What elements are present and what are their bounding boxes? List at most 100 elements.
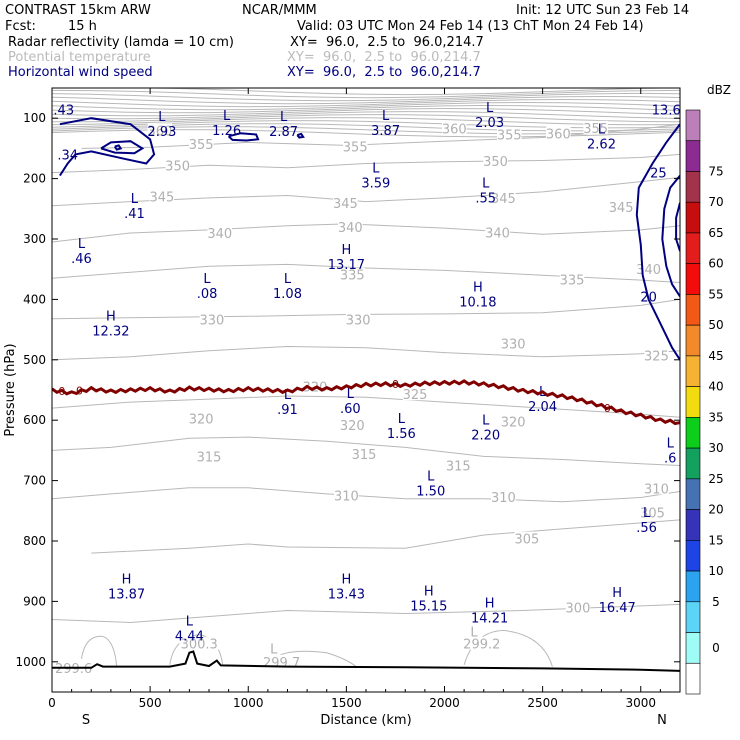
wind-contour <box>100 140 145 155</box>
axes-layer: 0 500 1000 1500 2000 2500 30001002003004005006… <box>3 87 681 728</box>
field-name-wind: Horizontal wind speed <box>8 65 153 80</box>
wind-extremum-kind: H <box>122 572 132 587</box>
theta-label-bg <box>188 411 214 425</box>
y-tick-label: 300 <box>23 232 46 246</box>
colorbar-level-label: 25 <box>708 472 723 486</box>
y-tick-label: 500 <box>23 353 46 367</box>
theta-label: 355 <box>189 138 214 153</box>
wind-contour-label: .43 <box>53 104 74 119</box>
theta-label: 315 <box>446 460 471 475</box>
theta-label: 330 <box>346 313 371 328</box>
theta-upper-line <box>52 92 680 102</box>
theta-label-bg <box>199 312 225 326</box>
theta-label-bg <box>147 123 173 137</box>
theta-label: 345 <box>491 192 516 207</box>
y-tick-label: 800 <box>23 534 46 548</box>
theta-label-bg <box>644 481 669 495</box>
wind-extremum-kind: H <box>485 596 495 611</box>
init-time: Init: 12 UTC Sun 23 Feb 14 <box>516 3 690 18</box>
y-tick-label: 900 <box>23 594 46 608</box>
colorbar-swatch <box>685 140 701 172</box>
wind-extremum-kind: L <box>203 272 211 287</box>
theta-label: 345 <box>333 197 358 212</box>
wind-extremum-value: .56 <box>636 521 657 536</box>
wind-extremum-value: 2.87 <box>269 125 298 140</box>
theta-label: 350 <box>165 159 190 174</box>
theta-label-bg <box>402 387 428 401</box>
wind-contour-label: 20 <box>640 290 657 305</box>
wind-extremum-value: .41 <box>124 207 145 222</box>
theta-label-bg <box>640 505 665 519</box>
theta-label-bg <box>608 199 634 213</box>
theta-label-bg <box>340 267 365 281</box>
wind-extremum-kind: L <box>482 413 490 428</box>
theta-label: 299.7 <box>263 656 300 671</box>
theta-contour-330 <box>52 298 680 320</box>
colorbar-level-label: 40 <box>708 380 723 394</box>
theta-upper-line <box>52 98 680 108</box>
theta-label-bg <box>583 120 608 134</box>
theta-label: 360 <box>442 122 467 137</box>
wind-extremum-kind: L <box>427 470 435 485</box>
terrain-layer <box>52 650 680 672</box>
field-xy-reflectivity: XY= 96.0, 2.5 to 96.0,214.7 <box>290 35 484 50</box>
wind-contour <box>635 123 680 361</box>
wind-extremum-kind: L <box>598 122 606 137</box>
theta-label: 360 <box>148 124 173 139</box>
theta-label-bg <box>207 225 233 239</box>
theta-label-bg <box>342 139 368 153</box>
wind-contour-label: 25 <box>650 167 667 182</box>
theta-contour-325 <box>52 345 680 361</box>
endpoint-left-label: S <box>82 713 90 728</box>
model-title: CONTRAST 15km ARW <box>5 3 151 18</box>
theta-contour-355 <box>81 123 680 149</box>
theta-contour-350 <box>52 153 680 174</box>
wind-extremum-kind: L <box>78 237 86 252</box>
wind-extremum-kind: L <box>186 615 194 630</box>
wind-extremum-kind: L <box>284 388 292 403</box>
theta-contour-320 <box>52 395 680 418</box>
colorbar-swatch <box>685 447 701 480</box>
wind-extremum-kind: L <box>667 436 675 451</box>
theta-label: 330 <box>501 337 526 352</box>
fcst-label: Fcst: <box>5 19 36 34</box>
wind-extremum-value: 15.15 <box>410 599 447 614</box>
terrain-line <box>52 650 680 672</box>
fcst-value: 15 h <box>68 19 97 34</box>
wind-extremum-value: 16.47 <box>599 601 636 616</box>
wind-contour <box>113 144 123 151</box>
wind-extremum-kind: H <box>612 586 622 601</box>
theta-label-bg <box>261 654 302 668</box>
theta-label-bg <box>644 348 669 362</box>
colorbar-swatch <box>685 601 701 633</box>
center-label: NCAR/MMM <box>242 3 317 18</box>
theta-label-bg <box>351 447 377 461</box>
wind-contour <box>59 117 156 177</box>
field-xy-theta: XY= 96.0, 2.5 to 96.0,214.7 <box>287 50 481 65</box>
wind-extremum-kind: H <box>424 584 434 599</box>
theta-upper-line <box>52 89 680 99</box>
endpoint-right-label: N <box>657 713 667 728</box>
theta-label-bg <box>500 414 526 428</box>
wind-contour <box>227 132 260 142</box>
wind-extremum-value: 2.62 <box>587 137 616 152</box>
y-tick-label: 100 <box>23 111 46 125</box>
wind-contour <box>675 202 680 252</box>
theta-label: 299.6 <box>55 662 92 677</box>
theta-contour-315 <box>52 436 680 466</box>
freezing-level-layer: 0 000 <box>52 378 680 426</box>
wind-extremum-value: 12.32 <box>92 325 129 340</box>
theta-label: 340 <box>485 226 510 241</box>
theta-label: 305 <box>640 507 665 522</box>
theta-upper-line <box>52 107 680 117</box>
valid-time: Valid: 03 UTC Mon 24 Feb 14 (13 ChT Mon … <box>297 19 644 34</box>
theta-upper-line <box>52 104 680 114</box>
colorbar-level-label: 35 <box>708 410 723 424</box>
theta-label: 299.2 <box>463 638 500 653</box>
wind-extremum-value: 1.08 <box>273 287 302 302</box>
wind-extremum-kind: L <box>643 506 651 521</box>
wind-extremum-value: .91 <box>277 403 298 418</box>
theta-label-bg <box>491 489 516 503</box>
